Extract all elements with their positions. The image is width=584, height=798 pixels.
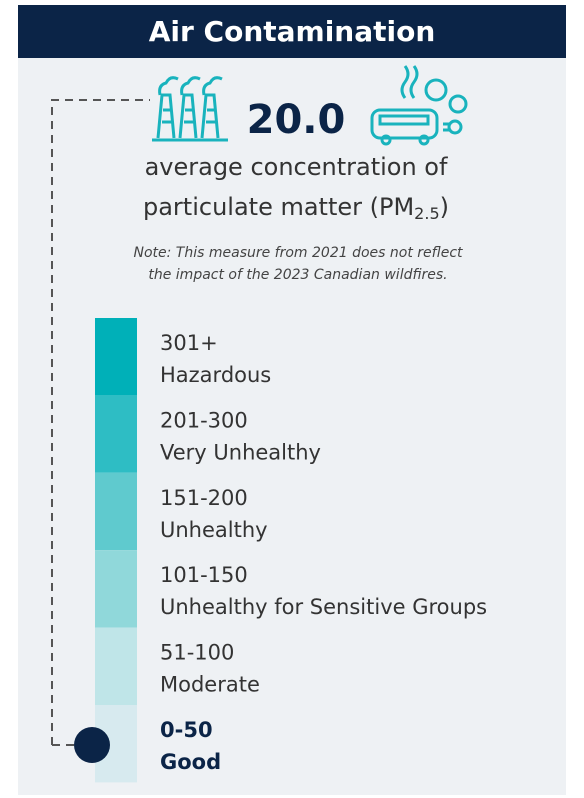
measure-line1: average concentration of [145, 153, 448, 181]
level-band [95, 318, 137, 396]
level-label: Unhealthy [160, 518, 268, 542]
level-band [95, 395, 137, 473]
line2-suffix: ) [440, 193, 449, 221]
level-band [95, 550, 137, 628]
level-range: 0-50 [160, 718, 213, 742]
bus-icon [370, 65, 468, 146]
level-label: Hazardous [160, 363, 271, 387]
level-range: 51-100 [160, 641, 234, 665]
measure-value: 20.0 [247, 97, 346, 143]
header-bar [18, 5, 566, 58]
current-marker [74, 727, 110, 763]
level-range: 301+ [160, 331, 218, 355]
factory-icon [152, 76, 228, 142]
level-range: 201-300 [160, 408, 248, 432]
level-band [95, 627, 137, 705]
connector-line [51, 99, 150, 745]
line2-subscript: 2.5 [414, 204, 439, 223]
measure-line2: particulate matter (PM2.5) [143, 193, 449, 223]
level-range: 151-200 [160, 486, 248, 510]
level-label: Moderate [160, 673, 260, 697]
level-label: Unhealthy for Sensitive Groups [160, 595, 487, 619]
header-title: Air Contamination [149, 15, 436, 48]
level-label: Good [160, 750, 221, 774]
level-label: Very Unhealthy [160, 440, 321, 464]
level-range: 101-150 [160, 563, 248, 587]
note-line2: the impact of the 2023 Canadian wildfire… [148, 267, 447, 283]
level-band [95, 472, 137, 551]
line2-prefix: particulate matter (PM [143, 193, 414, 221]
note-line1: Note: This measure from 2021 does not re… [134, 245, 464, 261]
